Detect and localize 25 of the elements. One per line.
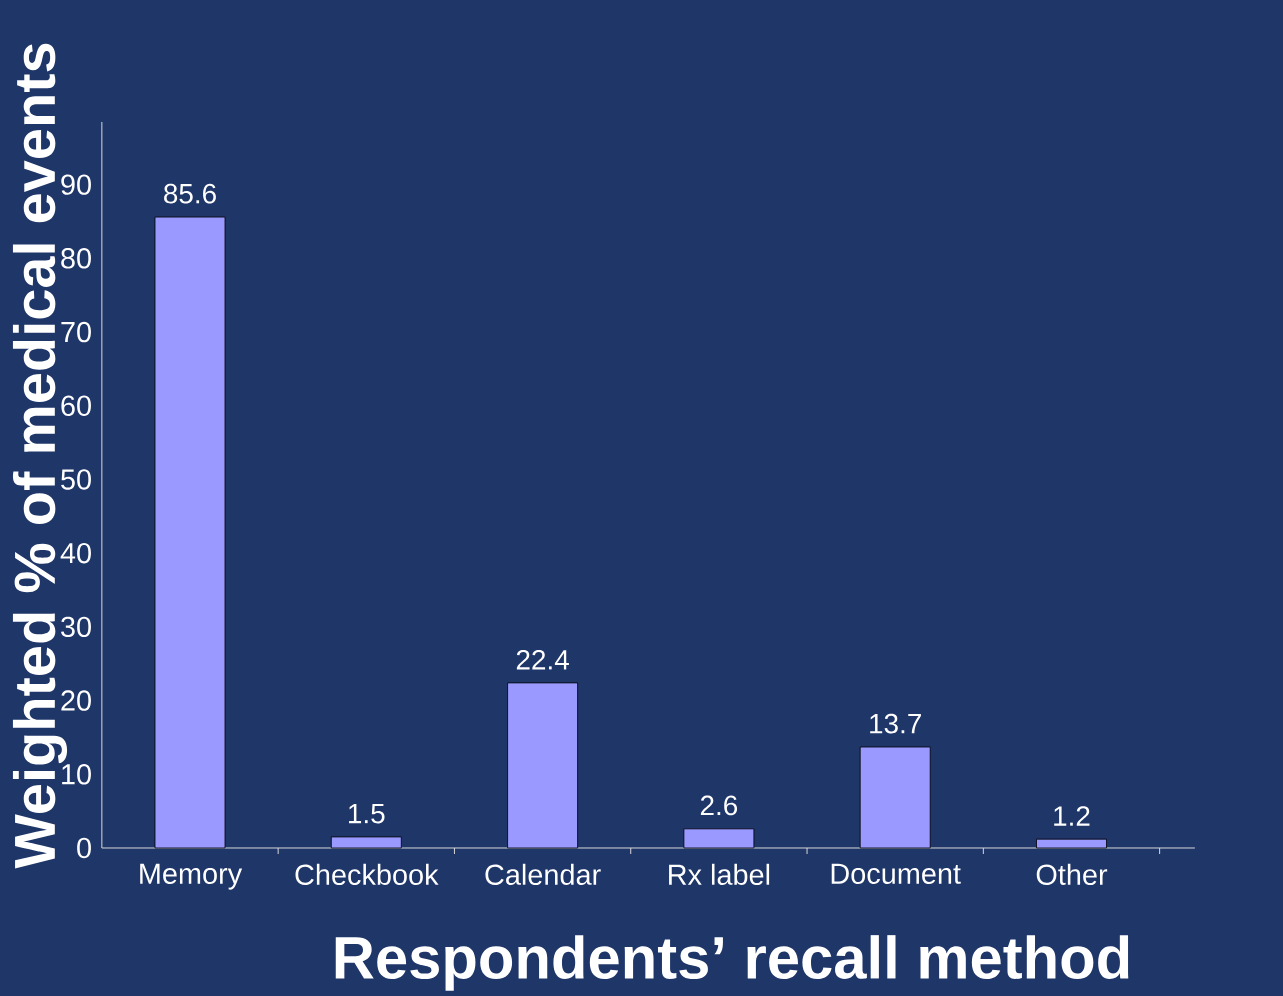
data-label: 13.7 xyxy=(870,713,921,734)
bar xyxy=(507,682,578,849)
data-label: 2.6 xyxy=(700,795,738,816)
bar xyxy=(683,828,755,849)
data-label: 1.5 xyxy=(349,803,385,824)
y-tick-label: 50 xyxy=(61,469,91,490)
y-tick-label: 80 xyxy=(61,248,91,269)
bar xyxy=(154,216,226,849)
y-tick-label: 90 xyxy=(61,174,91,195)
x-tick-label: Checkbook xyxy=(295,863,439,885)
y-tick-label: 70 xyxy=(61,321,91,343)
bar xyxy=(859,746,931,849)
y-tick-label: 60 xyxy=(61,395,91,416)
data-label: 85.6 xyxy=(164,183,216,204)
x-tick-label: Document xyxy=(831,863,961,884)
y-tick-label: 0 xyxy=(77,837,91,859)
x-tick-label: Other xyxy=(1036,863,1108,885)
x-axis-title: Respondents’ recall method xyxy=(335,935,1129,991)
bar xyxy=(1036,838,1107,849)
x-tick-label: Memory xyxy=(140,863,243,890)
bar xyxy=(330,836,402,849)
data-label: 22.4 xyxy=(516,649,569,670)
x-tick-label: Calendar xyxy=(485,863,601,885)
x-tick-label: Rx label xyxy=(669,863,770,885)
data-label: 1.2 xyxy=(1054,806,1090,826)
